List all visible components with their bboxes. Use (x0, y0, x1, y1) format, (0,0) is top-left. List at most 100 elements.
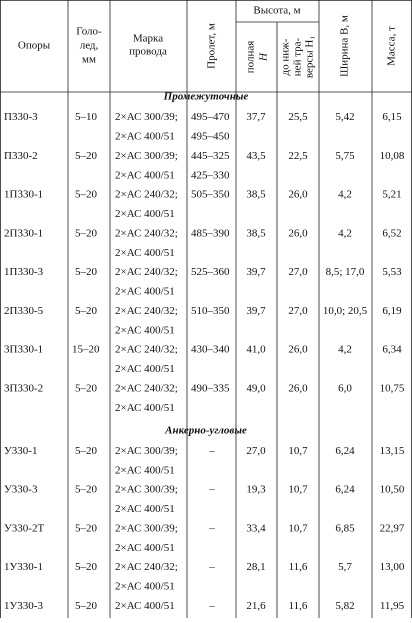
ice-cell: 5–20 (75, 561, 98, 573)
width-cell: 5,75 (335, 150, 355, 162)
support-cell: У330-1 (4, 445, 37, 457)
width-cell: 5,7 (338, 561, 352, 573)
header-cell: Пролет, м (206, 23, 218, 69)
height-lower-cell: 10,7 (288, 445, 308, 457)
height-full-cell: 39,7 (246, 305, 266, 317)
header-cell: Ширина B, м (339, 15, 351, 77)
mass-cell: 5,21 (382, 189, 401, 201)
span-cell: – (208, 561, 215, 573)
wire-cell: 2×АС 300/39; (115, 150, 178, 162)
wire-cell: 2×АС 400/51 (115, 363, 175, 375)
wire-cell: 2×АС 400/51 (115, 131, 175, 143)
section-title: Анкерно-угловые (164, 424, 247, 436)
height-lower-cell: 11,6 (289, 600, 308, 612)
support-cell: 1У330-1 (4, 561, 43, 573)
wire-cell: 2×АС 400/51 (115, 324, 175, 336)
mass-cell: 6,15 (382, 111, 402, 123)
support-cell: П330-3 (4, 111, 38, 123)
span-cell: 430–340 (191, 344, 230, 356)
mass-cell: 13,00 (380, 561, 405, 573)
span-cell: 445–325 (191, 150, 230, 162)
span-cell: – (208, 484, 215, 496)
height-full-cell: 38,5 (246, 227, 266, 239)
width-cell: 4,2 (338, 227, 352, 239)
support-cell: 2П330-1 (4, 227, 43, 239)
wire-cell: 2×АС 300/39; (115, 484, 178, 496)
span-cell: – (208, 600, 215, 612)
width-cell: 5,42 (335, 111, 354, 123)
mass-cell: 13,15 (380, 445, 405, 457)
span-cell: 505–350 (191, 189, 230, 201)
wire-cell: 2×АС 300/39; (115, 111, 178, 123)
height-full-cell: 19,3 (246, 484, 266, 496)
width-cell: 4,2 (338, 344, 352, 356)
wire-cell: 2×АС 240/32; (115, 382, 178, 394)
header-cell: Голо- (76, 26, 102, 38)
height-full-cell: 49,0 (246, 382, 266, 394)
height-lower-cell: 26,0 (288, 189, 308, 201)
header-cell: версы H₁ (304, 36, 316, 78)
wire-cell: 2×АС 400/51 (115, 286, 175, 298)
support-cell: П330-2 (4, 150, 38, 162)
height-full-cell: 37,7 (246, 111, 266, 123)
support-cell: 1П330-3 (4, 266, 44, 278)
support-cell: У330-3 (4, 484, 38, 496)
wire-cell: 2×АС 400/51 (115, 581, 175, 593)
ice-cell: 5–20 (75, 266, 98, 278)
wire-cell: 2×АС 300/39; (115, 445, 178, 457)
ice-cell: 5–20 (75, 305, 98, 317)
height-lower-cell: 22,5 (288, 150, 308, 162)
height-lower-cell: 26,0 (288, 227, 308, 239)
height-lower-cell: 25,5 (288, 111, 308, 123)
header-cell: ней тра- (292, 37, 304, 76)
support-cell: 1У330-3 (4, 600, 43, 612)
support-cell: 2П330-5 (4, 305, 44, 317)
height-lower-cell: 10,7 (288, 484, 308, 496)
ice-cell: 5–20 (75, 189, 98, 201)
wire-cell: 2×АС 400/51 (115, 600, 175, 612)
header-cell: до ниж- (280, 38, 292, 75)
height-full-cell: 43,5 (246, 150, 266, 162)
height-lower-cell: 26,0 (288, 344, 308, 356)
wire-cell: 2×АС 400/51 (115, 503, 175, 515)
span-cell: 525–360 (191, 266, 230, 278)
height-full-cell: 27,0 (246, 445, 266, 457)
height-full-cell: 39,7 (246, 266, 266, 278)
mass-cell: 10,75 (380, 382, 405, 394)
wire-cell: 2×АС 400/51 (115, 247, 175, 259)
span-cell: 510–350 (191, 305, 230, 317)
header-cell: Марка (133, 33, 163, 45)
ice-cell: 5–20 (75, 484, 98, 496)
height-lower-cell: 27,0 (288, 305, 308, 317)
ice-cell: 5–10 (75, 111, 98, 123)
mass-cell: 10,50 (380, 484, 405, 496)
span-cell: 425–330 (191, 169, 230, 181)
support-cell: 3П330-2 (4, 382, 43, 394)
wire-cell: 2×АС 400/51 (115, 208, 175, 220)
wire-cell: 2×АС 400/51 (115, 542, 175, 554)
width-cell: 6,85 (335, 522, 355, 534)
mass-cell: 11,95 (380, 600, 405, 612)
header-cell: лед, (80, 40, 99, 52)
width-cell: 5,82 (335, 600, 354, 612)
span-cell: 495–450 (191, 131, 230, 143)
ice-cell: 5–20 (75, 227, 98, 239)
span-cell: 485–390 (191, 227, 230, 239)
width-cell: 8,5; 17,0 (326, 266, 365, 278)
mass-cell: 6,52 (382, 227, 401, 239)
section-title: Промежуточные (163, 91, 249, 103)
height-full-cell: 38,5 (246, 189, 266, 201)
wire-cell: 2×АС 240/32; (115, 227, 178, 239)
height-lower-cell: 11,6 (289, 561, 308, 573)
support-cell: 3П330-1 (4, 344, 43, 356)
support-cell: 1П330-1 (4, 189, 43, 201)
header-cell: H (258, 52, 270, 62)
wire-cell: 2×АС 240/32; (115, 561, 178, 573)
span-cell: – (208, 445, 215, 457)
height-full-cell: 41,0 (246, 344, 266, 356)
wire-cell: 2×АС 400/51 (115, 169, 175, 181)
mass-cell: 5,53 (382, 266, 402, 278)
width-cell: 6,0 (338, 382, 352, 394)
